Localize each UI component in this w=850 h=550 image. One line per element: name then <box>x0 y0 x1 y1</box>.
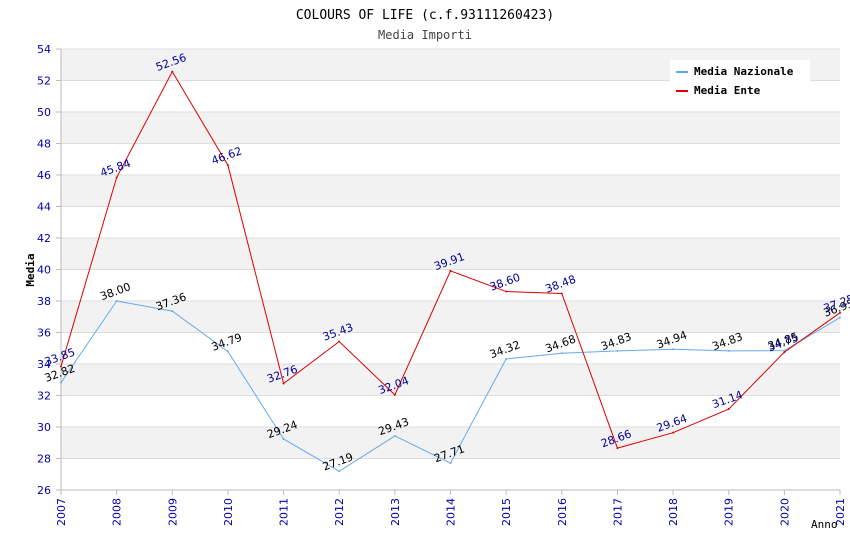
data-point <box>226 164 229 167</box>
data-point <box>226 350 229 353</box>
y-tick-label: 42 <box>37 232 51 245</box>
data-point <box>171 310 174 313</box>
y-tick-label: 26 <box>37 484 51 497</box>
y-tick-label: 52 <box>37 75 51 88</box>
legend-box <box>670 60 810 102</box>
data-point <box>393 393 396 396</box>
y-tick-label: 54 <box>37 43 51 56</box>
x-tick-label: 2010 <box>222 498 235 526</box>
x-tick-label: 2009 <box>166 498 179 526</box>
y-axis-ticks: 26 28 30 32 34 36 38 40 42 44 46 48 50 52 54 <box>37 43 61 497</box>
data-point <box>505 357 508 360</box>
y-tick-label: 28 <box>37 453 51 466</box>
y-tick-label: 30 <box>37 421 51 434</box>
data-point <box>171 70 174 73</box>
y-tick-label: 36 <box>37 327 51 340</box>
data-label: 38.60 <box>488 271 522 294</box>
x-tick-label: 2011 <box>278 498 291 526</box>
y-tick-label: 48 <box>37 138 51 151</box>
x-tick-label: 2013 <box>389 498 402 526</box>
y-tick-label: 50 <box>37 106 51 119</box>
chart-subtitle: Media Importi <box>378 28 472 42</box>
data-point <box>560 352 563 355</box>
y-tick-label: 46 <box>37 169 51 182</box>
data-point <box>783 351 786 354</box>
data-point <box>115 176 118 179</box>
data-label: 38.00 <box>98 280 132 303</box>
data-label: 34.83 <box>710 330 744 353</box>
x-tick-label: 2019 <box>723 498 736 526</box>
plot-band <box>61 364 840 396</box>
x-axis-label: Anno <box>811 518 838 531</box>
data-label: 34.83 <box>599 330 633 353</box>
data-point <box>282 437 285 440</box>
data-point <box>783 349 786 352</box>
x-tick-label: 2014 <box>445 498 458 526</box>
x-axis-ticks: 2007 2008 2009 2010 2011 2012 2013 2014 2015 2016… <box>55 490 847 526</box>
y-tick-label: 34 <box>37 358 51 371</box>
data-point <box>727 349 730 352</box>
plot-band <box>61 427 840 459</box>
data-point <box>616 349 619 352</box>
legend: Media Nazionale Media Ente <box>670 60 810 102</box>
data-point <box>393 434 396 437</box>
x-tick-label: 2012 <box>333 498 346 526</box>
data-point <box>672 431 675 434</box>
x-tick-label: 2017 <box>611 498 624 526</box>
x-tick-label: 2015 <box>500 498 513 526</box>
data-point <box>505 290 508 293</box>
y-tick-label: 32 <box>37 390 51 403</box>
data-point <box>449 462 452 465</box>
plot-band <box>61 112 840 144</box>
data-label: 34.68 <box>544 333 578 356</box>
x-tick-label: 2020 <box>778 498 791 526</box>
plot-background-bands <box>61 49 840 459</box>
y-tick-label: 44 <box>37 201 51 214</box>
data-point <box>839 316 841 319</box>
chart-title: COLOURS OF LIFE (c.f.93111260423) <box>296 8 554 23</box>
data-point <box>727 408 730 411</box>
data-point <box>672 348 675 351</box>
data-point <box>338 470 341 473</box>
x-tick-label: 2008 <box>111 498 124 526</box>
data-point <box>839 311 841 314</box>
data-point <box>282 382 285 385</box>
data-point <box>115 300 118 302</box>
data-point <box>560 292 563 295</box>
series-lines <box>60 70 841 473</box>
plot-band <box>61 175 840 207</box>
plot-band <box>61 301 840 333</box>
y-tick-label: 38 <box>37 295 51 308</box>
legend-label-media-nazionale: Media Nazionale <box>694 65 794 78</box>
x-tick-label: 2007 <box>55 498 68 526</box>
y-axis-label: Media <box>24 253 37 286</box>
data-point <box>60 365 62 368</box>
y-tick-label: 40 <box>37 264 51 277</box>
data-point <box>60 381 62 384</box>
data-point <box>616 447 619 450</box>
x-tick-label: 2021 <box>834 498 847 526</box>
data-label: 38.48 <box>544 273 578 296</box>
legend-label-media-ente: Media Ente <box>694 84 761 97</box>
x-tick-label: 2018 <box>667 498 680 526</box>
data-point <box>449 269 452 272</box>
plot-band <box>61 238 840 270</box>
x-tick-label: 2016 <box>556 498 569 526</box>
data-point <box>338 340 341 343</box>
